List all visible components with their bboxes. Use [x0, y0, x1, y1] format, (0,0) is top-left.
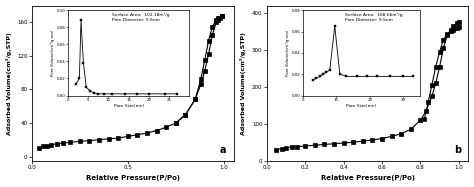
X-axis label: Relative Pressure(P/Po): Relative Pressure(P/Po): [86, 175, 180, 181]
Y-axis label: Adsorbed Volume(cm³/g,STP): Adsorbed Volume(cm³/g,STP): [240, 32, 246, 134]
X-axis label: Relative Pressure(P/Po): Relative Pressure(P/Po): [320, 175, 415, 181]
Text: a: a: [219, 145, 226, 154]
Text: b: b: [454, 145, 462, 154]
Y-axis label: Adsorbed Volume(cm³/g,STP): Adsorbed Volume(cm³/g,STP): [6, 32, 11, 134]
